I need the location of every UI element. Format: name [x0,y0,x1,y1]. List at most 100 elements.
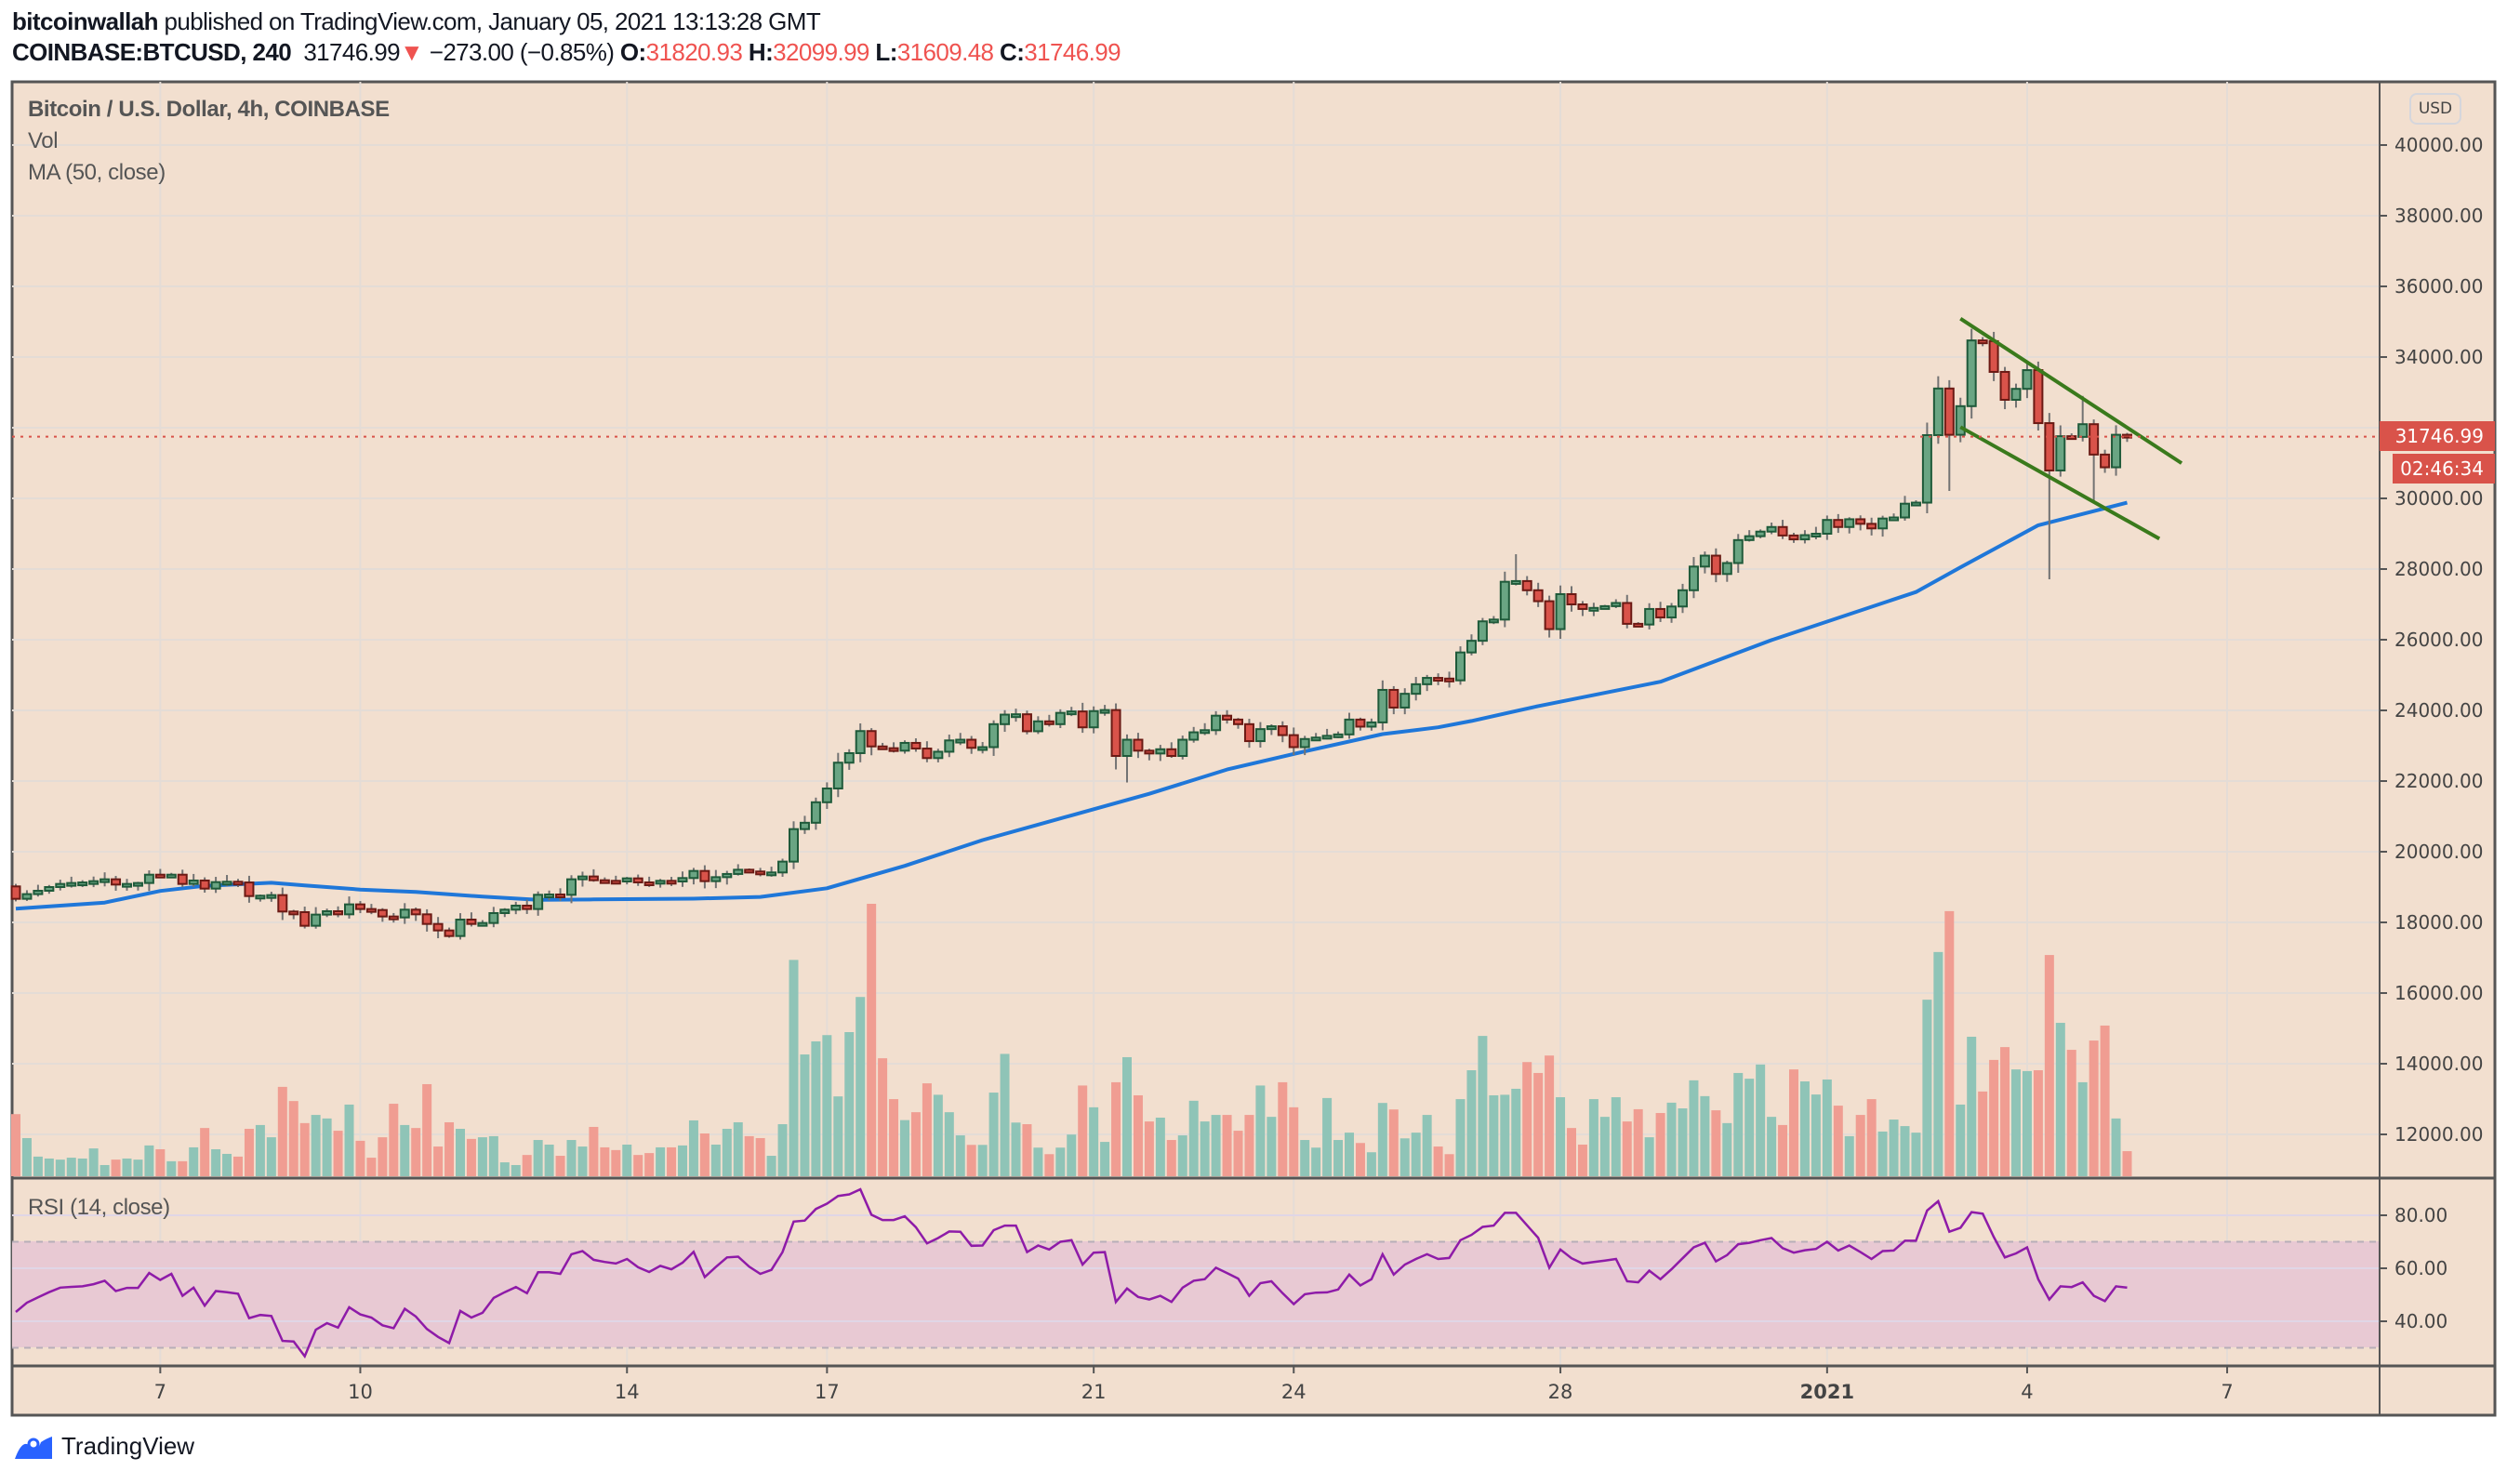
rsi-line [15,1187,2128,1359]
volume-bar [1011,1122,1021,1176]
volume-bar [1733,1072,1744,1176]
volume-bar [611,1149,621,1176]
volume-bar [400,1124,410,1176]
volume-bar [1844,1135,1854,1176]
volume-bar [1300,1140,1310,1176]
rsi-tick-label: 80.00 [2394,1204,2447,1226]
volume-bar [55,1159,65,1176]
candle-up [933,750,944,760]
candle-up [2010,388,2022,401]
publish-info: published on TradingView.com, January 05… [164,7,821,35]
candle-up [499,908,511,915]
volume-bar [600,1146,610,1176]
volume-bar [1244,1115,1254,1176]
candle-down [1222,714,1233,721]
candle-up [1488,618,1499,624]
candle-up [488,912,499,924]
volume-bar [822,1035,832,1176]
candle-down [1233,718,1243,725]
rsi-band [12,1241,2380,1347]
candle-down [522,904,533,910]
candle-down [966,738,977,749]
candle-up [1477,620,1488,643]
volume-bar [2022,1070,2032,1176]
volume-bar [488,1135,498,1176]
price-axis[interactable]: 40000.00 38000.00 36000.00 34000.00 30000.00… [2380,134,2483,1332]
volume-bar [678,1145,687,1176]
author-name[interactable]: bitcoinwallah [12,7,158,35]
candle-up [1211,714,1222,732]
volume-bar [466,1138,476,1176]
last-price: 31746.99 [303,38,400,66]
volume-bar [833,1096,843,1176]
volume-bar [1511,1088,1521,1176]
candle-down [910,741,922,750]
candle-down [2044,422,2055,471]
countdown-tag: 02:46:34 [2393,454,2495,484]
candle-down [1521,579,1532,591]
volume-bar [1599,1117,1610,1176]
volume-bar [411,1128,421,1176]
candle-up [1588,606,1599,612]
volume-bar [111,1159,121,1176]
candle-up [1000,713,1011,725]
volume-bar [277,1086,287,1176]
volume-bar [966,1145,976,1176]
candle-up [210,881,221,890]
volume-bar [299,1122,310,1176]
volume-bar [1489,1094,1499,1176]
trendline-upper[interactable] [1959,317,2183,465]
price-tick-label: 36000.00 [2394,275,2483,298]
volume-bar [910,1112,921,1176]
candle-down [377,908,388,918]
currency-button[interactable]: USD [2409,93,2461,125]
volume-bar [288,1101,298,1176]
trendlines[interactable] [1959,317,2183,541]
volume-bar [1744,1079,1755,1176]
volume-bar [644,1153,655,1176]
volume-bar [311,1115,321,1176]
time-axis[interactable]: 7 10 14 17 21 24 28 2021 4 7 [154,1366,2234,1403]
price-tick-label: 38000.00 [2394,205,2483,227]
volume-bar [1422,1115,1432,1176]
volume-bar [522,1155,532,1176]
volume-bar [1722,1122,1732,1176]
volume-bar [378,1137,388,1176]
candle-down [1777,525,1788,537]
volume-bar [1866,1099,1877,1176]
candle-down [877,745,888,750]
volume-bar [1889,1120,1899,1176]
candle-up [810,801,821,824]
candle-down [1988,339,1999,373]
candle-down [111,878,122,886]
candle-up [77,881,88,887]
volume-bar [1255,1085,1266,1176]
candle-up [710,876,722,882]
candle-up [777,860,789,874]
tradingview-logo[interactable]: TradingView [13,1432,194,1461]
candle-up [322,909,333,916]
series-title: Bitcoin / U.S. Dollar, 4h, COINBASE [28,97,390,122]
volume-bar [656,1146,666,1176]
candle-up [188,879,199,885]
price-tick-label: 30000.00 [2394,487,2483,510]
candle-down [1655,607,1666,619]
candle-up [477,921,488,927]
candle-down [333,909,344,916]
volume-bar [444,1121,455,1176]
candle-up [99,878,111,883]
volume-bars [11,904,2132,1176]
low-value: 31609.48 [896,38,994,66]
volume-bar [255,1124,265,1176]
volume-bar [1444,1154,1454,1176]
candle-up [533,894,544,910]
candle-down [232,881,244,886]
candle-up [722,872,733,879]
volume-bar [1756,1064,1766,1176]
volume-bar [222,1153,232,1176]
trendline-lower[interactable] [1959,425,2161,541]
candle-up [1666,605,1678,619]
candle-up [1411,682,1422,696]
